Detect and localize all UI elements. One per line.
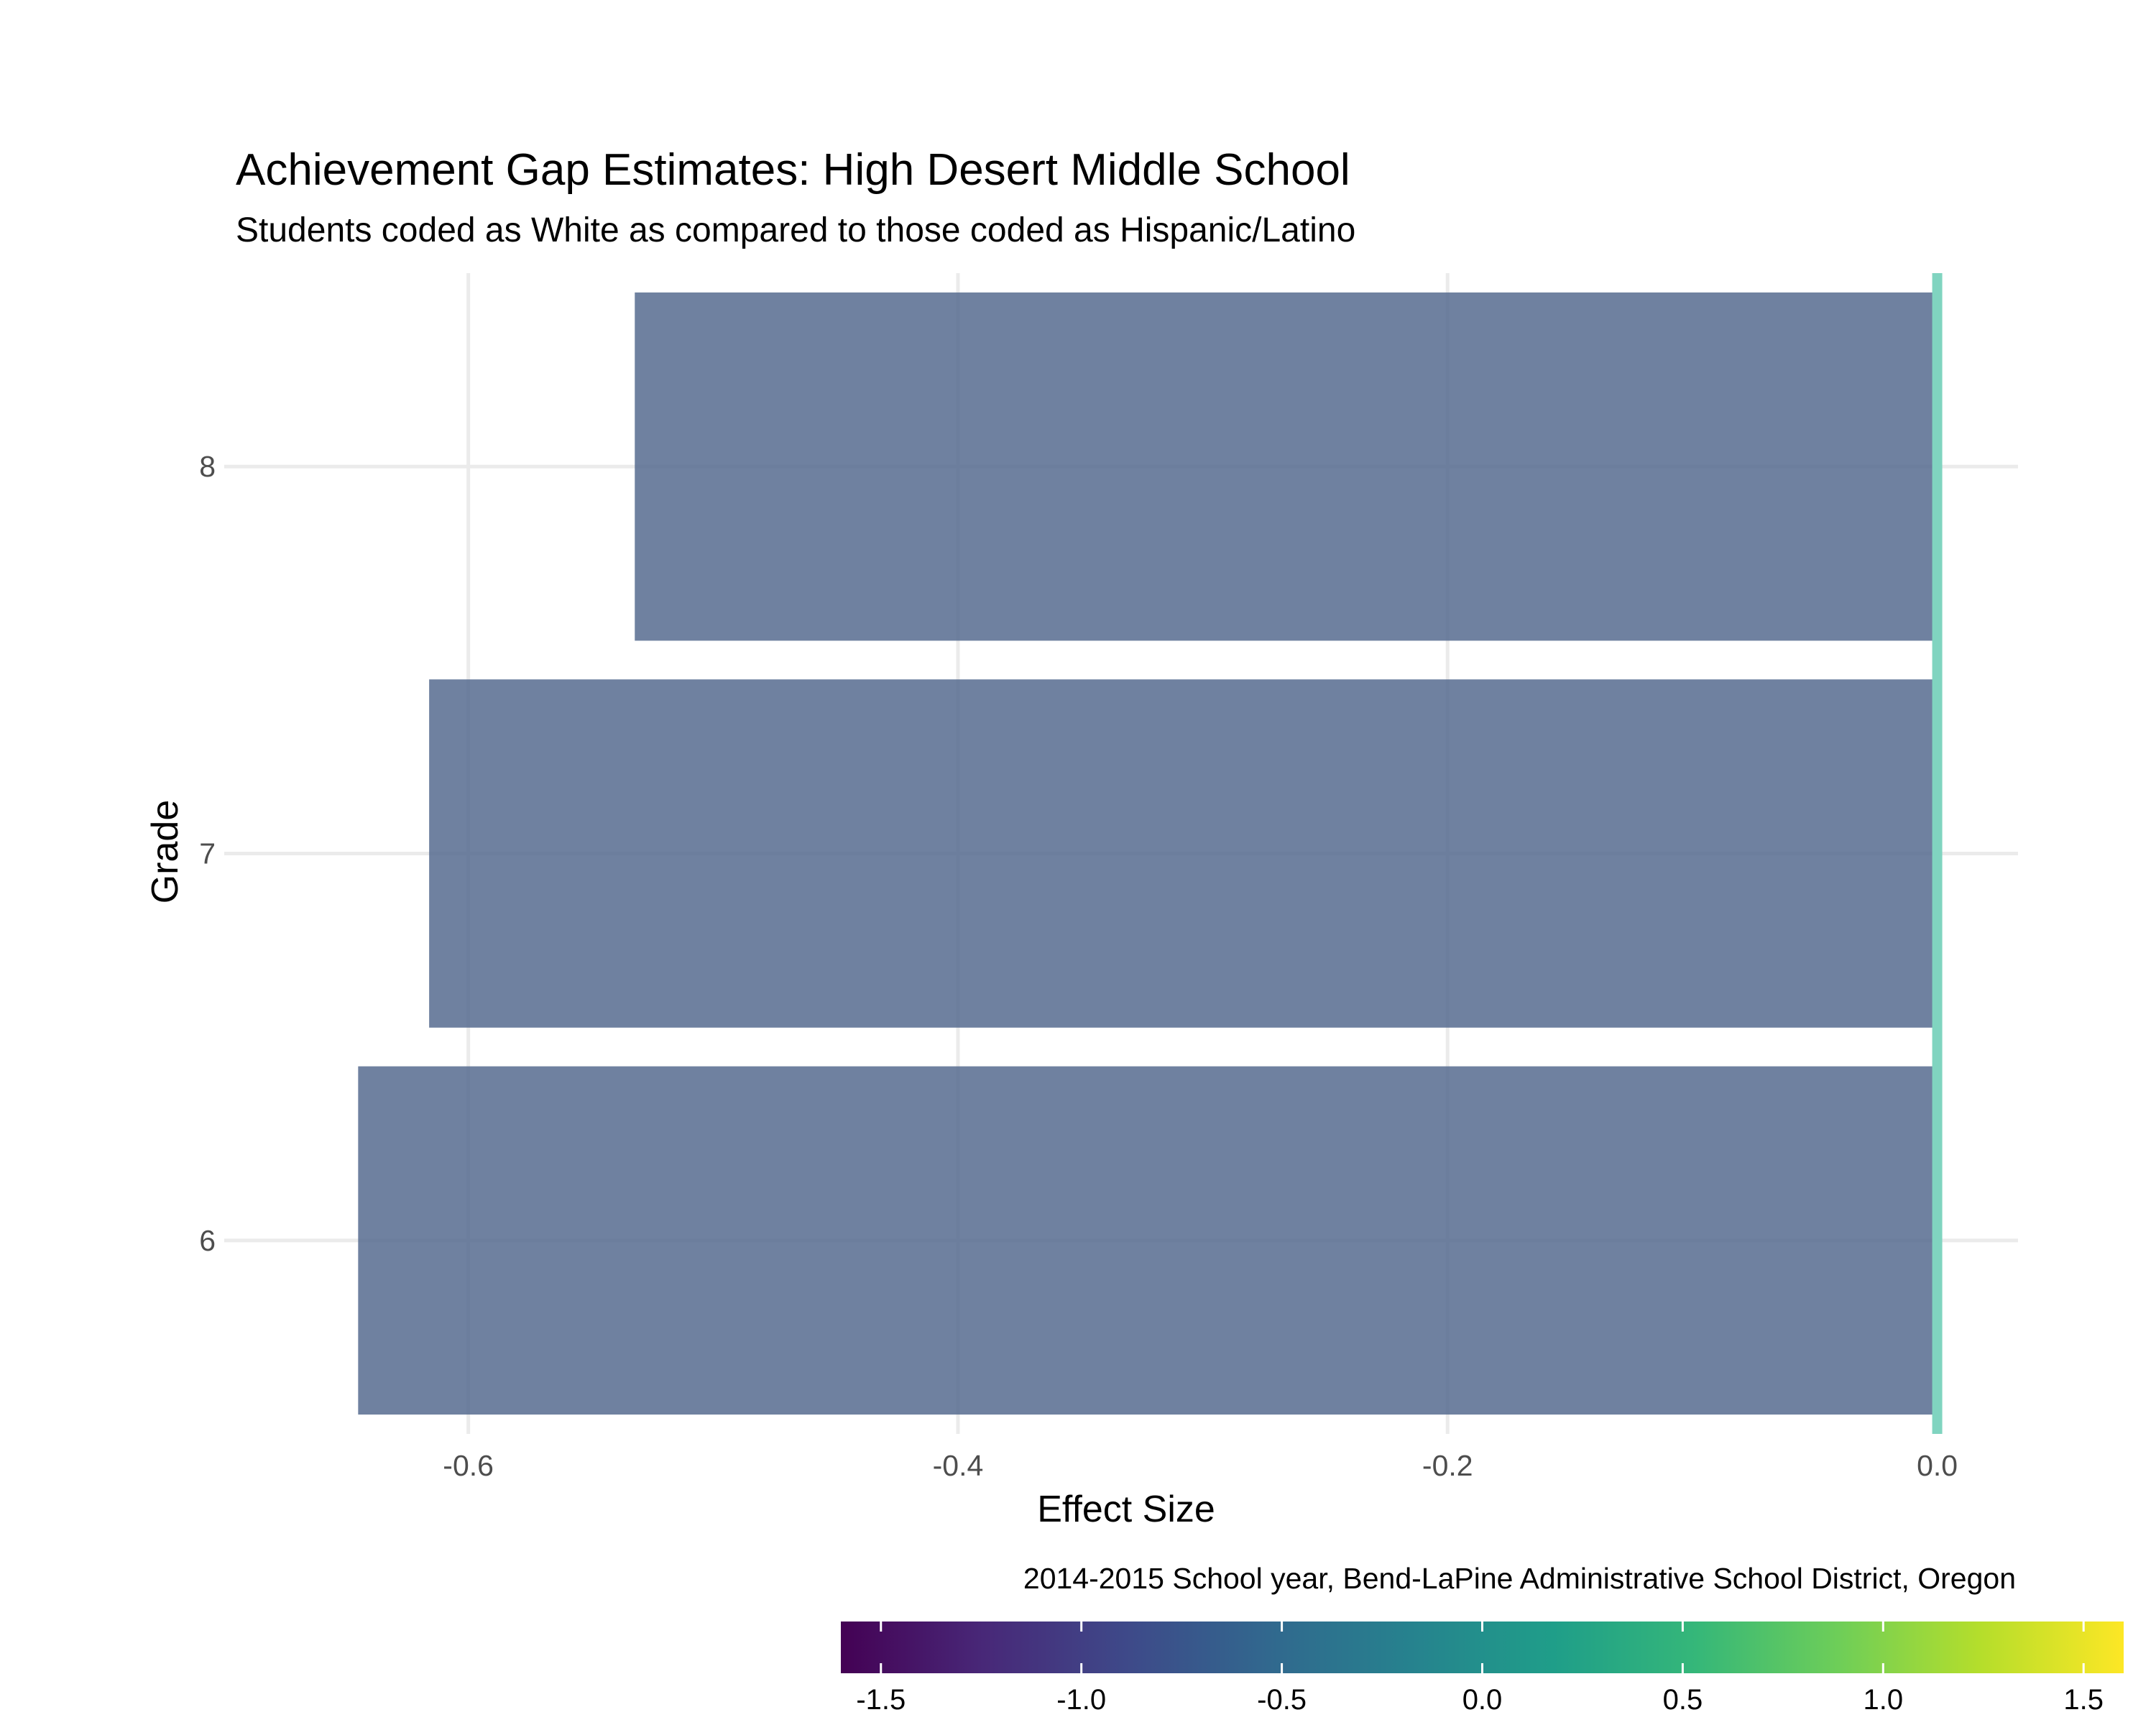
plot-area [236,273,2018,1434]
x-tick-label: -0.4 [933,1449,984,1482]
chart-subtitle: Students coded as White as compared to t… [236,211,1355,249]
x-tick-label: -0.2 [1422,1449,1473,1482]
y-tick-label: 7 [199,837,216,870]
colorbar-tick-label: 0.0 [1462,1684,1503,1716]
chart-caption: 2014-2015 School year, Bend-LaPine Admin… [1023,1562,2016,1595]
colorbar-tick-label: 0.5 [1663,1684,1703,1716]
colorbar-legend: -1.5 -1.0 -0.5 0.0 0.5 1.0 1.5 [841,1622,2124,1716]
bar-grade-7 [429,679,1938,1028]
y-tick-label: 6 [199,1224,216,1257]
bars [358,292,1938,1415]
y-tick-label: 8 [199,450,216,483]
x-axis-title: Effect Size [1037,1489,1215,1530]
colorbar-tick-label: 1.5 [2063,1684,2104,1716]
y-axis-title: Grade [144,800,186,904]
colorbar-tick-label: 1.0 [1864,1684,1904,1716]
colorbar-tick-label: -1.5 [856,1684,906,1716]
y-axis-ticks: 6 7 8 [199,450,236,1257]
x-axis-ticks: -0.6 -0.4 -0.2 0.0 [443,1449,1958,1482]
colorbar-tick-label: -1.0 [1056,1684,1106,1716]
chart-title: Achievement Gap Estimates: High Desert M… [236,145,1350,195]
colorbar-tick-label: -0.5 [1257,1684,1307,1716]
x-tick-label: -0.6 [443,1449,494,1482]
bar-grade-6 [358,1066,1938,1415]
colorbar-ticks: -1.5 -1.0 -0.5 0.0 0.5 1.0 1.5 [856,1622,2104,1716]
x-tick-label: 0.0 [1917,1449,1958,1482]
bar-grade-8 [635,292,1938,641]
